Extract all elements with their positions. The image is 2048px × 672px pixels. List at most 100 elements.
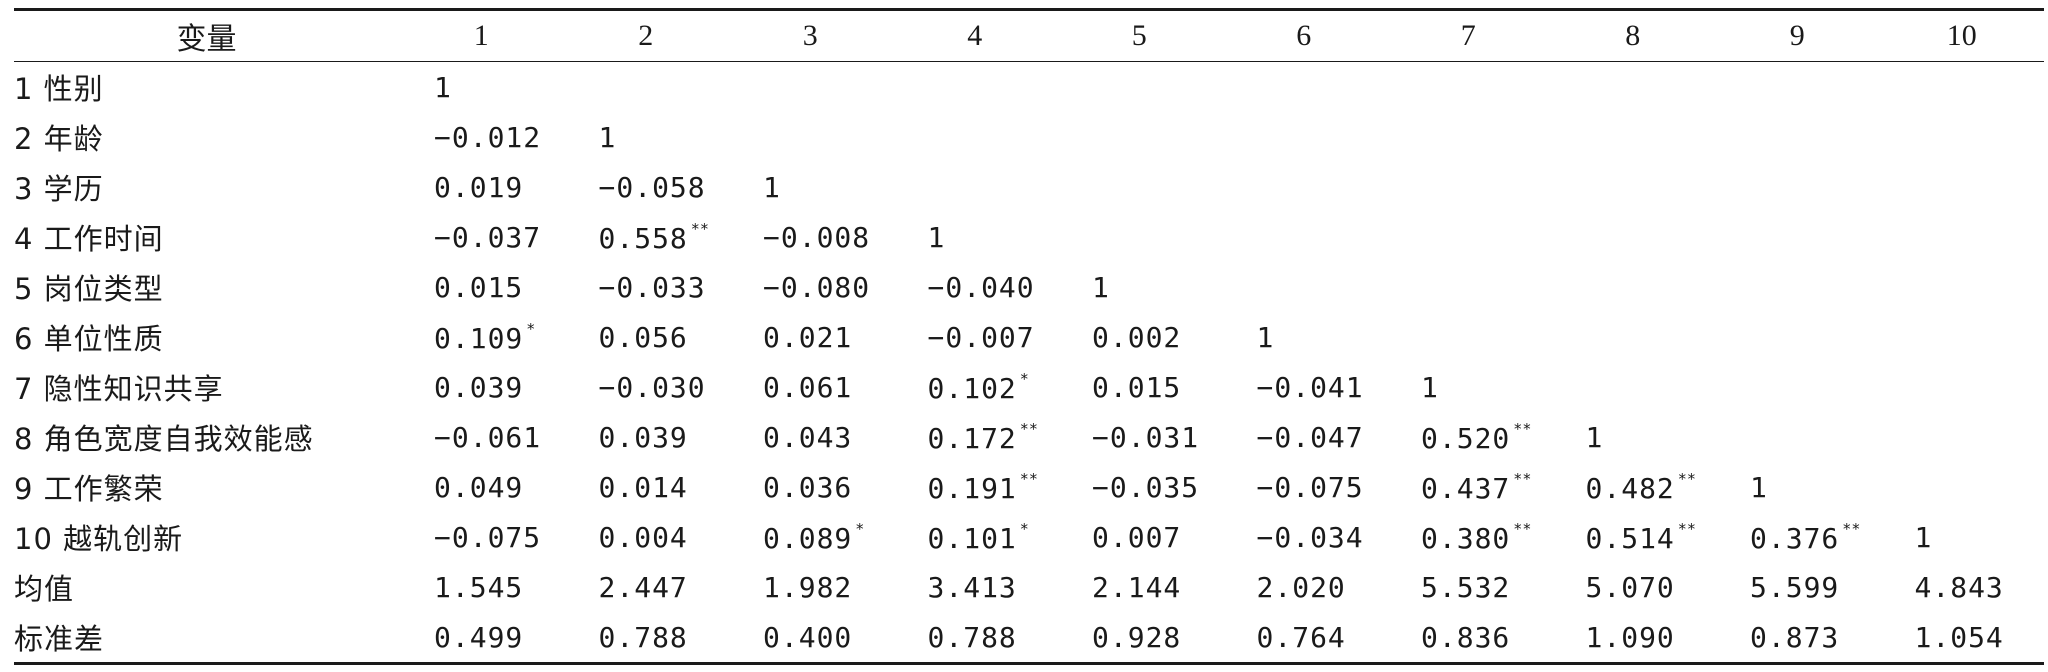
table-cell bbox=[893, 112, 1058, 162]
header-col-9: 9 bbox=[1789, 19, 1805, 52]
table-cell bbox=[1880, 412, 2045, 462]
table-row: 4 工作时间 −0.037 0.558 ** −0.008 1 bbox=[14, 212, 2044, 262]
table-cell: 0.482 ** bbox=[1551, 462, 1716, 512]
cell-value: 0.482 ** bbox=[1585, 469, 1696, 505]
table-cell bbox=[1057, 112, 1222, 162]
row-label: 标准差 bbox=[14, 622, 105, 656]
table-cell: 1 bbox=[728, 162, 893, 212]
cell-value: 1 bbox=[1585, 420, 1604, 454]
table-cell: 3.413 bbox=[893, 562, 1058, 612]
table-cell bbox=[1880, 212, 2045, 262]
table-cell: 0.021 bbox=[728, 312, 893, 362]
table-row: 5 岗位类型 0.015 −0.033 −0.080 −0.040 1 bbox=[14, 262, 2044, 312]
table-cell: 0.437 ** bbox=[1386, 462, 1551, 512]
table-cell bbox=[1057, 162, 1222, 212]
cell-value: 0.101 * bbox=[927, 519, 1029, 555]
table-cell: 0.788 bbox=[564, 612, 729, 664]
table-cell: 0.039 bbox=[399, 362, 564, 412]
table-cell: −0.058 bbox=[564, 162, 729, 212]
cell-value: 1 bbox=[1750, 470, 1768, 504]
table-cell: 1 bbox=[1222, 312, 1387, 362]
cell-value: 1 bbox=[1092, 270, 1110, 304]
table-cell bbox=[1222, 112, 1387, 162]
table-cell: 0.039 bbox=[564, 412, 729, 462]
table-cell bbox=[893, 62, 1058, 113]
table-cell bbox=[1222, 162, 1387, 212]
row-label: 10 越轨创新 bbox=[14, 522, 184, 556]
table-cell: 0.007 bbox=[1057, 512, 1222, 562]
cell-value: 0.061 bbox=[763, 370, 853, 404]
table-cell bbox=[1715, 62, 1880, 113]
table-cell: 5.070 bbox=[1551, 562, 1716, 612]
cell-value: 0.836 bbox=[1421, 620, 1511, 654]
table-cell: 5.532 bbox=[1386, 562, 1551, 612]
cell-value: −0.035 bbox=[1092, 470, 1200, 504]
cell-value: −0.033 bbox=[598, 270, 706, 304]
table-cell bbox=[1222, 262, 1387, 312]
significance-marker: ** bbox=[1019, 419, 1038, 438]
cell-value: 1.054 bbox=[1914, 620, 2004, 654]
cell-value: 0.036 bbox=[763, 470, 853, 504]
table-cell: 0.109 * bbox=[399, 312, 564, 362]
row-label: 8 角色宽度自我效能感 bbox=[14, 422, 314, 456]
cell-value: −0.031 bbox=[1092, 420, 1200, 454]
table-cell bbox=[728, 62, 893, 113]
cell-value: 1 bbox=[763, 170, 781, 204]
table-cell bbox=[1386, 112, 1551, 162]
cell-value: 0.788 bbox=[598, 620, 688, 654]
cell-value: 0.437 ** bbox=[1421, 469, 1532, 505]
cell-value: −0.041 bbox=[1256, 370, 1364, 404]
table-cell bbox=[1551, 312, 1716, 362]
table-row: 均值 1.545 2.447 1.982 3.413 2.144 2.020 5.532 5.0… bbox=[14, 562, 2044, 612]
table-cell: 0.788 bbox=[893, 612, 1058, 664]
table-header-row: 变量 1 2 3 4 5 6 7 8 9 10 bbox=[14, 9, 2044, 62]
table-cell: 0.764 bbox=[1222, 612, 1387, 664]
table-cell: 1 bbox=[1057, 262, 1222, 312]
table-cell: −0.033 bbox=[564, 262, 729, 312]
cell-value: 1 bbox=[1914, 520, 1933, 554]
row-label: 2 年龄 bbox=[14, 122, 104, 156]
table-cell: 0.049 bbox=[399, 462, 564, 512]
cell-value: 2.020 bbox=[1256, 570, 1346, 604]
table-cell: 1 bbox=[893, 212, 1058, 262]
header-col-2: 2 bbox=[638, 19, 654, 52]
table-cell: 0.873 bbox=[1715, 612, 1880, 664]
significance-marker: ** bbox=[1677, 469, 1696, 488]
table-cell: 1.982 bbox=[728, 562, 893, 612]
row-label: 均值 bbox=[14, 572, 75, 606]
significance-marker: ** bbox=[1677, 519, 1696, 538]
cell-value: −0.080 bbox=[763, 270, 871, 304]
row-label: 1 性别 bbox=[14, 72, 104, 106]
table-cell: −0.035 bbox=[1057, 462, 1222, 512]
cell-value: 5.532 bbox=[1421, 570, 1511, 604]
table-cell: 1.090 bbox=[1551, 612, 1716, 664]
cell-value: 0.172 ** bbox=[927, 419, 1038, 455]
header-col-1: 1 bbox=[473, 19, 489, 52]
cell-value: 0.514 ** bbox=[1585, 519, 1696, 555]
cell-value: 1.090 bbox=[1585, 620, 1675, 654]
cell-value: −0.007 bbox=[927, 320, 1035, 354]
table-body: 1 性别 1 2 年龄 −0.012 1 3 学历 0.019 −0.058 1 4 工作时间 −0… bbox=[14, 62, 2044, 664]
table-cell: −0.061 bbox=[399, 412, 564, 462]
header-col-6: 6 bbox=[1296, 19, 1312, 52]
table-cell bbox=[1551, 262, 1716, 312]
table-cell bbox=[1715, 212, 1880, 262]
table-cell bbox=[728, 112, 893, 162]
significance-marker: ** bbox=[1513, 419, 1532, 438]
significance-marker: * bbox=[1019, 369, 1029, 388]
header-col-8: 8 bbox=[1625, 19, 1641, 52]
table-row: 8 角色宽度自我效能感 −0.061 0.039 0.043 0.172 ** −0.031… bbox=[14, 412, 2044, 462]
table-cell bbox=[1222, 212, 1387, 262]
cell-value: 0.039 bbox=[598, 420, 688, 454]
header-variable: 变量 bbox=[176, 23, 237, 56]
table-cell bbox=[1880, 312, 2045, 362]
table-row: 7 隐性知识共享 0.039 −0.030 0.061 0.102 * 0.015 −0.04… bbox=[14, 362, 2044, 412]
cell-value: 0.376 ** bbox=[1750, 519, 1861, 555]
cell-value: 0.102 * bbox=[927, 369, 1029, 405]
cell-value: 0.021 bbox=[763, 320, 853, 354]
cell-value: 1 bbox=[434, 70, 452, 104]
cell-value: 0.089 * bbox=[763, 519, 865, 555]
table-cell: 0.043 bbox=[728, 412, 893, 462]
cell-value: 0.928 bbox=[1092, 620, 1182, 654]
cell-value: −0.075 bbox=[1256, 470, 1364, 504]
